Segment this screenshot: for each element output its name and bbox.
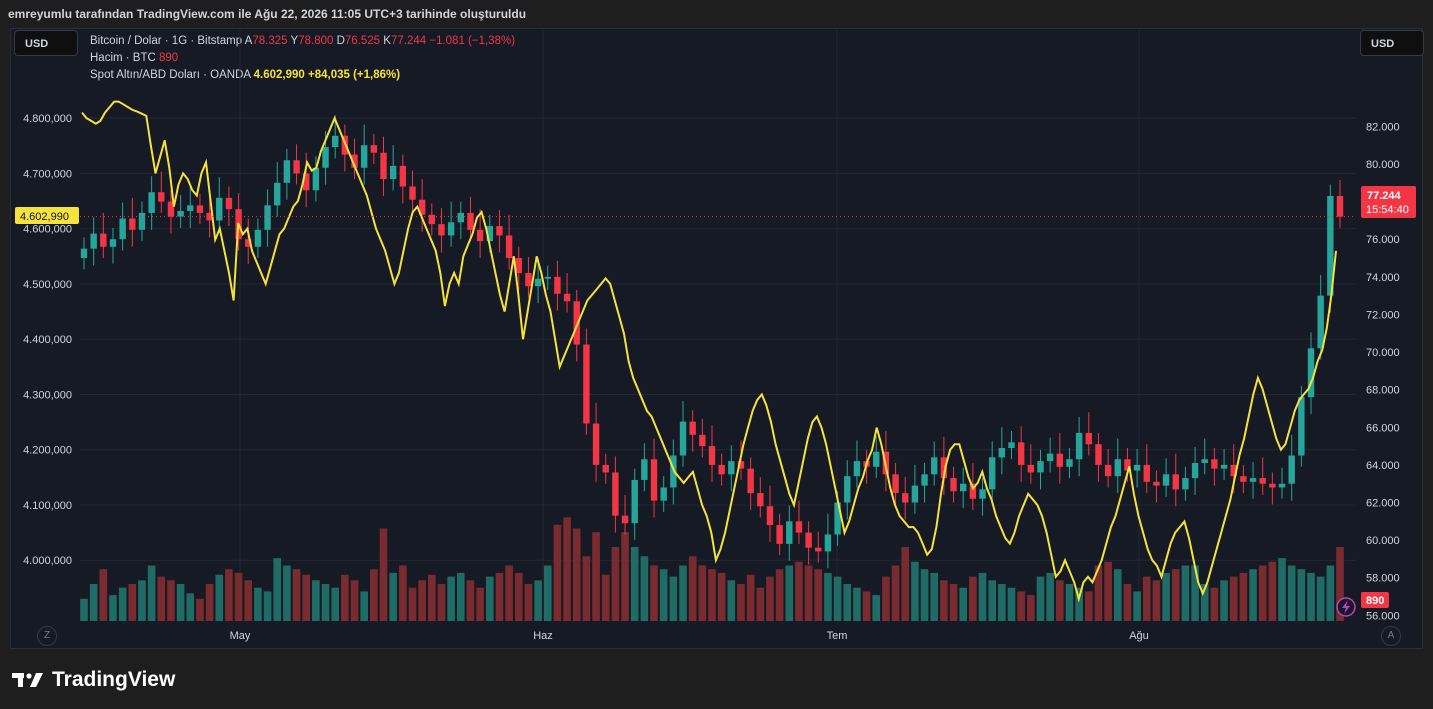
legend-open: 78.325 (252, 35, 288, 47)
legend-gold[interactable]: Spot Altın/ABD Doları · OANDA 4.602,990 … (90, 69, 400, 81)
legend-gold-change: +84,035 (+1,86%) (308, 69, 401, 81)
tradingview-logo-text: TradingView (52, 668, 176, 691)
right-currency-button[interactable]: USD (1360, 30, 1424, 56)
legend-volume-value: 890 (159, 52, 179, 64)
legend-volume-name: Hacim · BTC (90, 52, 156, 64)
chart-frame[interactable] (10, 28, 1423, 649)
legend-btc[interactable]: Bitcoin / Dolar · 1G · Bitstamp A78.325 … (90, 35, 516, 47)
tradingview-logo[interactable]: TradingView (12, 668, 175, 692)
header-text: emreyumlu tarafından TradingView.com ile… (8, 7, 527, 21)
legend-change: −1.081 (−1,38%) (429, 35, 516, 47)
timezone-toggle[interactable]: Z (37, 626, 57, 646)
legend-close: 77.244 (390, 35, 427, 47)
legend-gold-name: Spot Altın/ABD Doları · OANDA (90, 69, 251, 81)
left-currency-button[interactable]: USD (14, 30, 78, 56)
legend-gold-value: 4.602,990 (253, 69, 305, 81)
legend-high: 78.800 (298, 35, 334, 47)
legend-low: 76.525 (344, 35, 381, 47)
auto-scale-toggle[interactable]: A (1381, 626, 1401, 646)
legend-volume[interactable]: Hacim · BTC 890 (90, 52, 178, 64)
legend-btc-name: Bitcoin / Dolar · 1G · Bitstamp (90, 35, 243, 47)
tradingview-logo-icon (12, 673, 43, 687)
